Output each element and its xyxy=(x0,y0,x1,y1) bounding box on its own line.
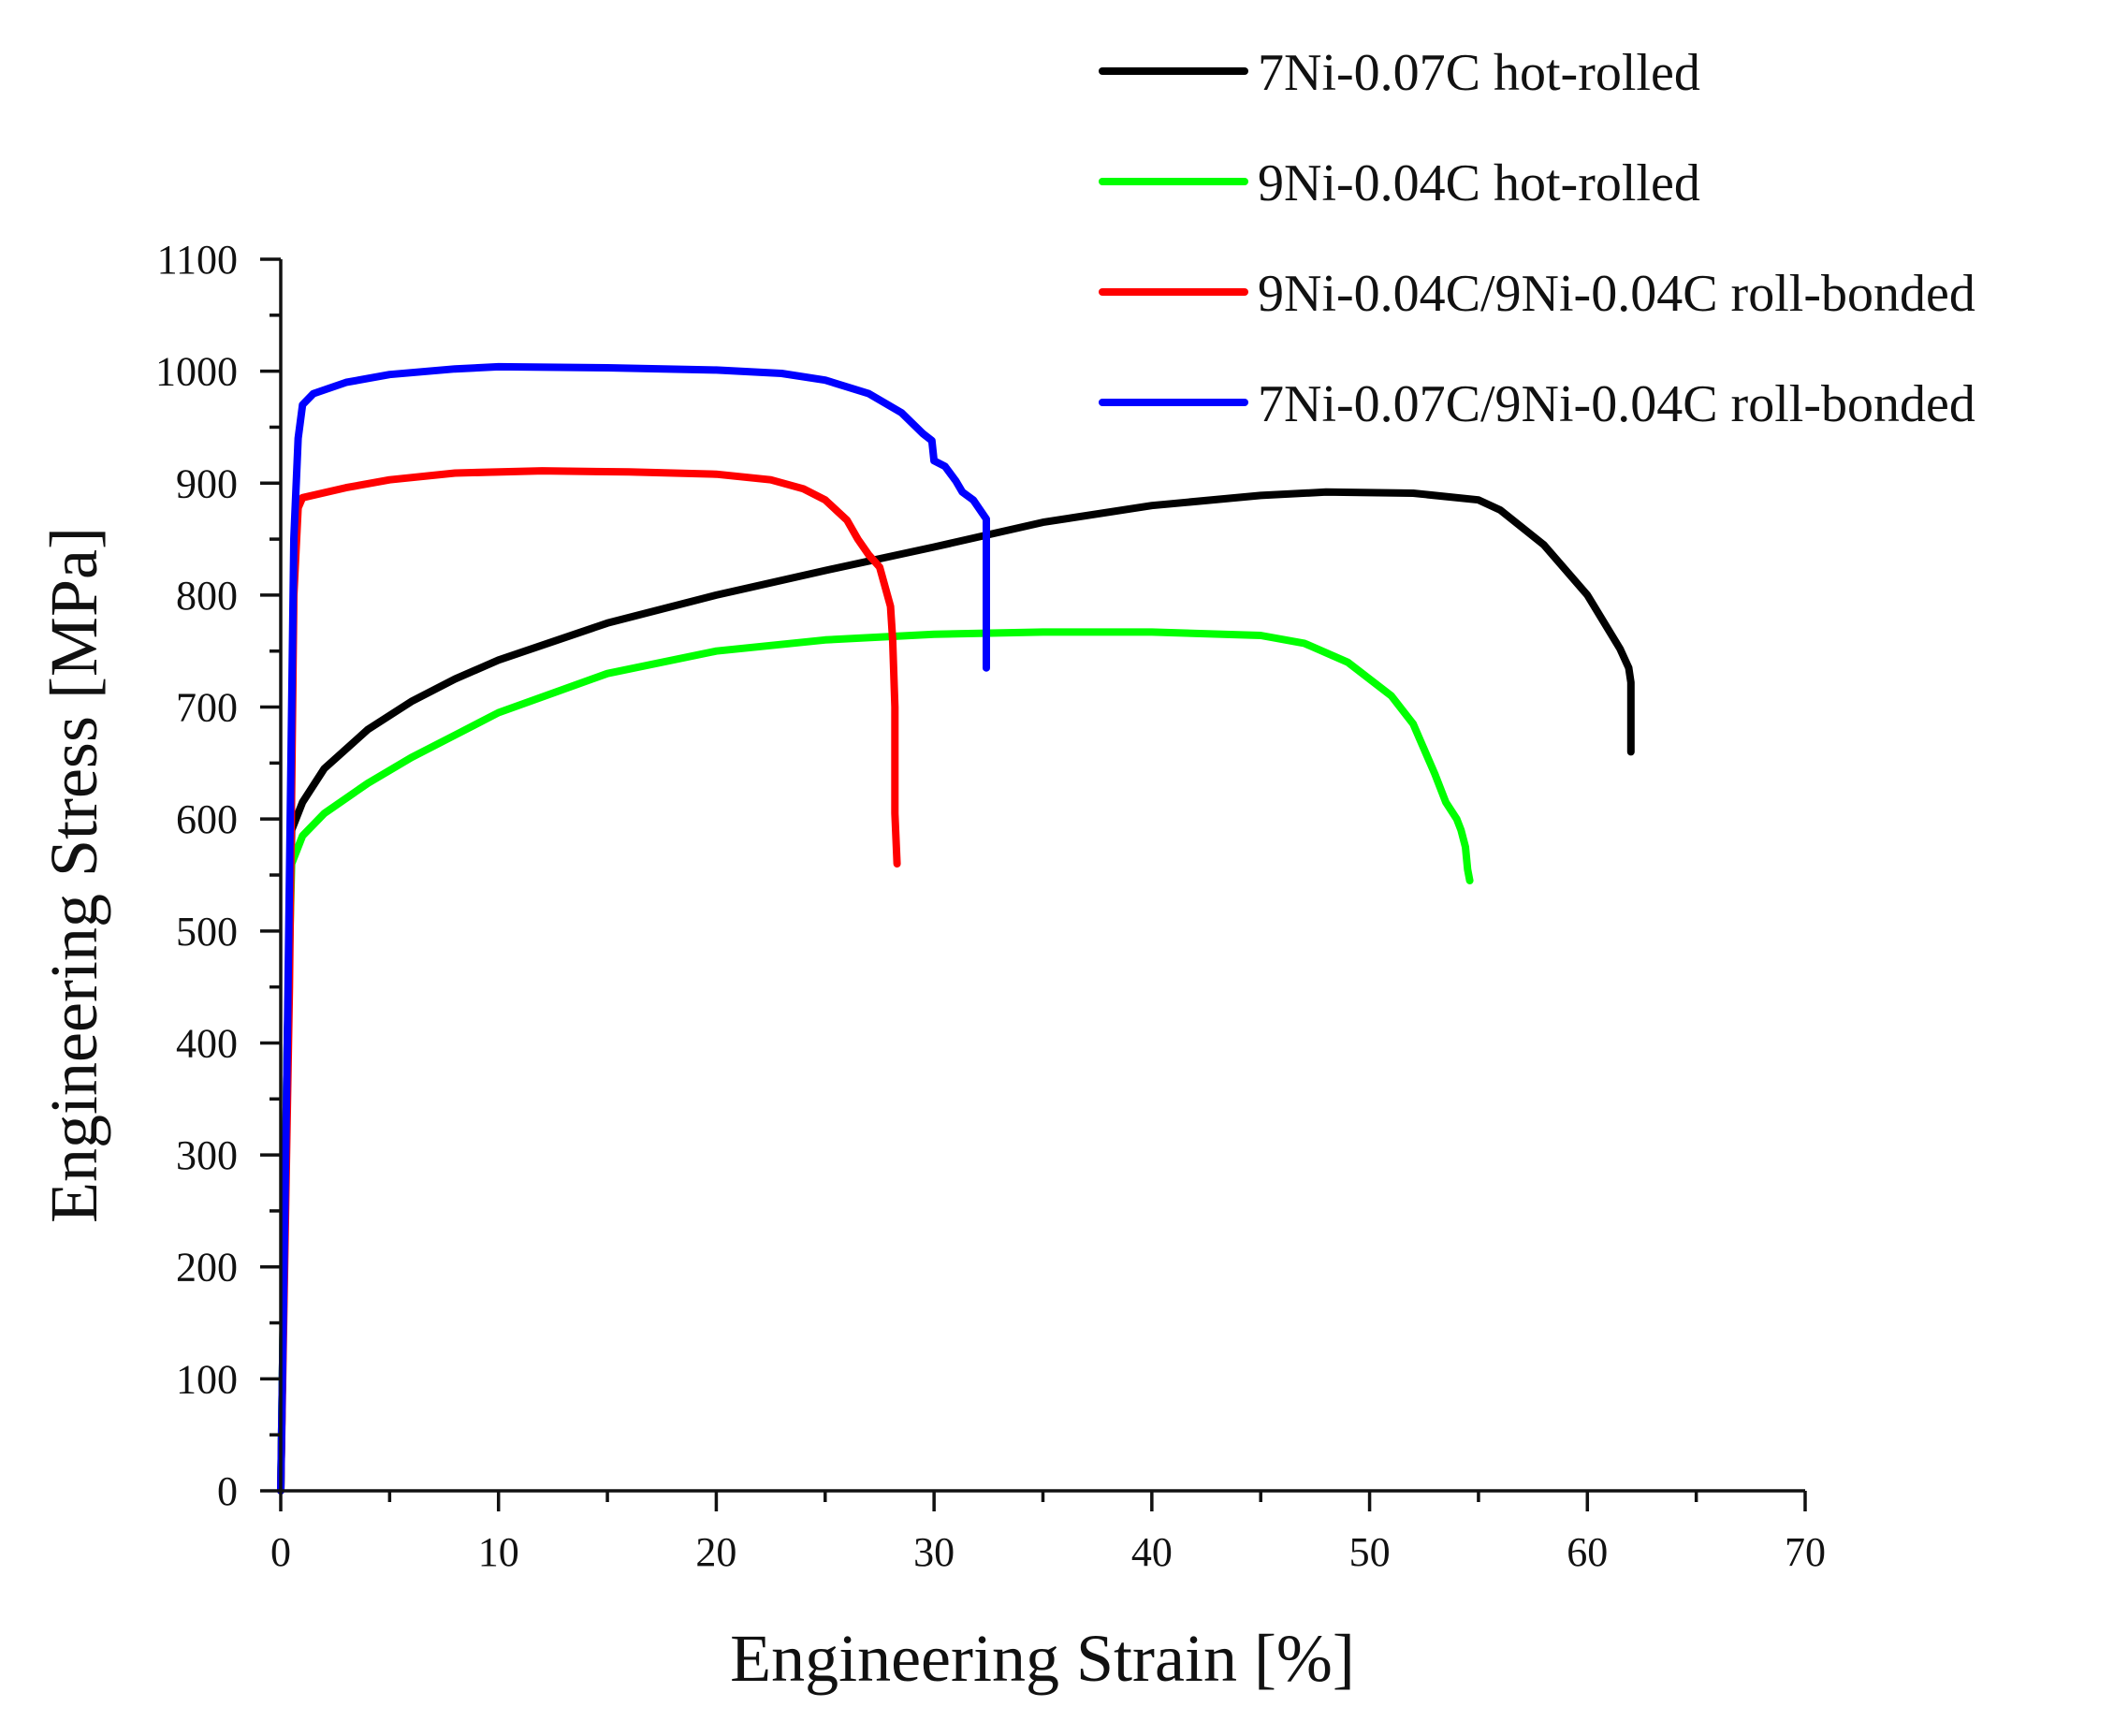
legend: 7Ni-0.07C hot-rolled 9Ni-0.04C hot-rolled… xyxy=(1099,44,1975,433)
series-line-3 xyxy=(277,467,901,1495)
y-tick-label: 700 xyxy=(176,685,238,731)
y-tick-label: 900 xyxy=(176,460,238,506)
x-tick-label: 70 xyxy=(1785,1529,1826,1575)
series-curves xyxy=(277,362,1635,1495)
y-tick-label: 1100 xyxy=(157,237,238,283)
y-tick-label: 200 xyxy=(176,1245,238,1291)
plot-area: 0 10 20 30 40 50 60 70 0 100 200 300 400 500 600 700 80… xyxy=(155,237,1826,1575)
y-tick-label: 100 xyxy=(176,1356,238,1402)
y-axis-title: Engineering Stress [MPa] xyxy=(36,527,111,1223)
legend-label-2: 9Ni-0.04C hot-rolled xyxy=(1258,154,1700,212)
series-line-4 xyxy=(277,362,990,1495)
y-axis-ticks: 0 100 200 300 400 500 600 700 800 900 1000 1100 xyxy=(155,237,281,1514)
y-tick-label: 300 xyxy=(176,1132,238,1178)
x-axis-title: Engineering Strain [%] xyxy=(730,1621,1355,1696)
x-axis-ticks: 0 10 20 30 40 50 60 70 xyxy=(270,1491,1826,1575)
x-tick-label: 30 xyxy=(913,1529,955,1575)
y-tick-label: 0 xyxy=(217,1468,238,1514)
x-tick-label: 40 xyxy=(1131,1529,1173,1575)
y-tick-label: 1000 xyxy=(155,349,238,395)
y-tick-label: 800 xyxy=(176,573,238,619)
x-tick-label: 20 xyxy=(695,1529,736,1575)
series-line-2 xyxy=(277,628,1474,1495)
y-tick-label: 600 xyxy=(176,796,238,842)
legend-label-4: 7Ni-0.07C/9Ni-0.04C roll-bonded xyxy=(1258,375,1975,433)
y-tick-label: 400 xyxy=(176,1020,238,1066)
x-tick-label: 0 xyxy=(270,1529,291,1575)
x-tick-label: 50 xyxy=(1349,1529,1391,1575)
legend-label-1: 7Ni-0.07C hot-rolled xyxy=(1258,44,1700,102)
series-line-1 xyxy=(277,488,1635,1495)
x-tick-label: 60 xyxy=(1567,1529,1608,1575)
legend-label-3: 9Ni-0.04C/9Ni-0.04C roll-bonded xyxy=(1258,265,1975,323)
y-tick-label: 500 xyxy=(176,909,238,955)
x-tick-label: 10 xyxy=(478,1529,519,1575)
